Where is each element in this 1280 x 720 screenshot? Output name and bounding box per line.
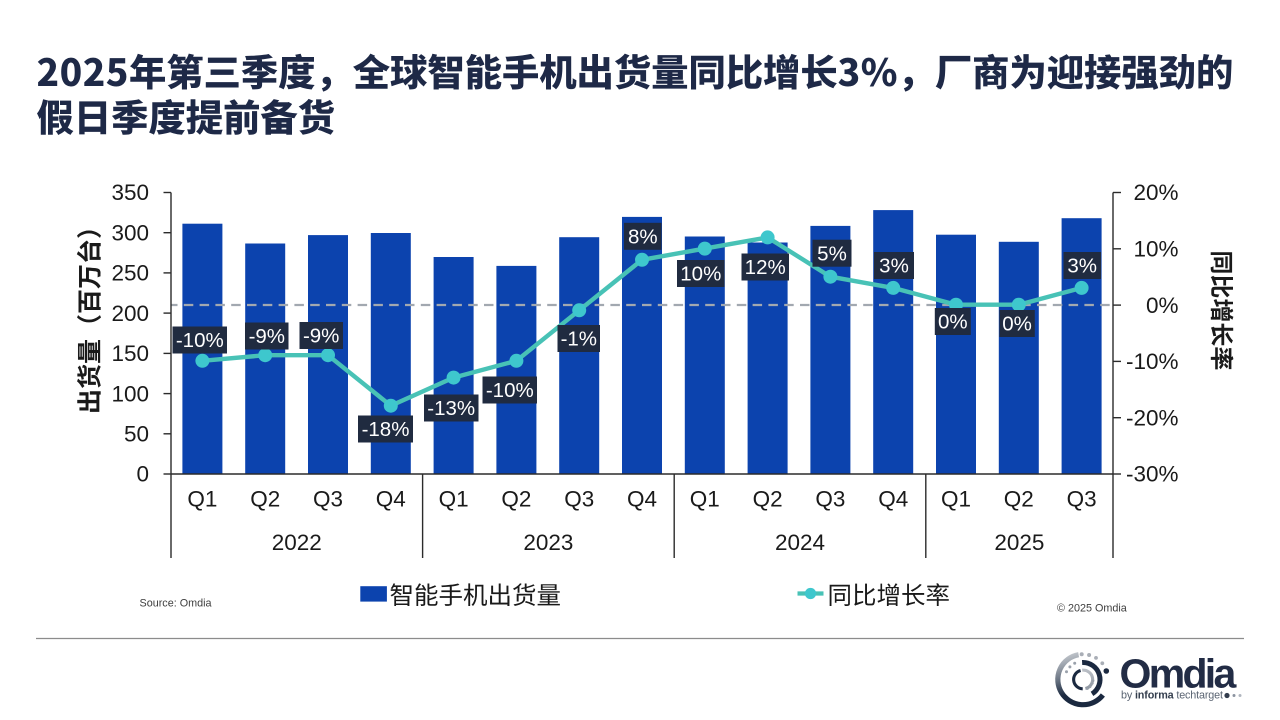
svg-text:-10%: -10% [486, 379, 534, 402]
svg-text:-10%: -10% [1126, 349, 1179, 374]
svg-text:Q3: Q3 [815, 487, 845, 512]
svg-text:250: 250 [111, 261, 149, 286]
svg-text:20%: 20% [1133, 180, 1178, 205]
svg-text:© 2025 Omdia: © 2025 Omdia [1057, 603, 1127, 615]
svg-text:Q3: Q3 [564, 487, 594, 512]
svg-text:-1%: -1% [561, 328, 597, 351]
svg-text:Q2: Q2 [1004, 487, 1034, 512]
svg-text:2022: 2022 [272, 530, 322, 555]
svg-text:-13%: -13% [427, 397, 475, 420]
svg-text:0: 0 [136, 462, 149, 487]
svg-text:Q4: Q4 [878, 487, 908, 512]
svg-text:Q3: Q3 [1067, 487, 1097, 512]
svg-text:Q1: Q1 [439, 487, 469, 512]
svg-text:Q2: Q2 [501, 487, 531, 512]
svg-text:-20%: -20% [1126, 405, 1179, 430]
svg-text:by informa techtarget: by informa techtarget [1121, 690, 1223, 702]
svg-text:8%: 8% [628, 226, 658, 249]
svg-text:0%: 0% [938, 311, 968, 334]
svg-text:Q2: Q2 [753, 487, 783, 512]
svg-text:Source: Omdia: Source: Omdia [140, 598, 212, 610]
svg-text:Q1: Q1 [187, 487, 217, 512]
svg-text:Q1: Q1 [690, 487, 720, 512]
svg-text:10%: 10% [1133, 237, 1178, 262]
svg-text:0%: 0% [1002, 313, 1032, 336]
svg-text:Q3: Q3 [313, 487, 343, 512]
svg-text:3%: 3% [1067, 255, 1097, 278]
svg-text:200: 200 [111, 301, 149, 326]
svg-text:100: 100 [111, 381, 149, 406]
svg-text:12%: 12% [745, 256, 786, 279]
svg-text:2024: 2024 [775, 530, 825, 555]
svg-text:Q4: Q4 [376, 487, 406, 512]
svg-text:-30%: -30% [1126, 462, 1179, 487]
svg-text:300: 300 [111, 220, 149, 245]
svg-text:150: 150 [111, 341, 149, 366]
svg-text:2023: 2023 [523, 530, 573, 555]
svg-text:5%: 5% [817, 242, 847, 265]
svg-text:2025: 2025 [994, 530, 1044, 555]
svg-text:Omdia: Omdia [1120, 651, 1238, 697]
svg-text:50: 50 [124, 422, 149, 447]
svg-text:350: 350 [111, 180, 149, 205]
svg-text:-9%: -9% [303, 325, 339, 348]
svg-text:3%: 3% [879, 255, 909, 278]
svg-text:-18%: -18% [362, 418, 410, 441]
svg-text:Q2: Q2 [250, 487, 280, 512]
svg-text:0%: 0% [1146, 293, 1179, 318]
svg-text:-10%: -10% [176, 329, 224, 352]
svg-text:-9%: -9% [249, 325, 285, 348]
svg-text:10%: 10% [680, 263, 721, 286]
svg-text:Q1: Q1 [941, 487, 971, 512]
svg-text:Q4: Q4 [627, 487, 657, 512]
